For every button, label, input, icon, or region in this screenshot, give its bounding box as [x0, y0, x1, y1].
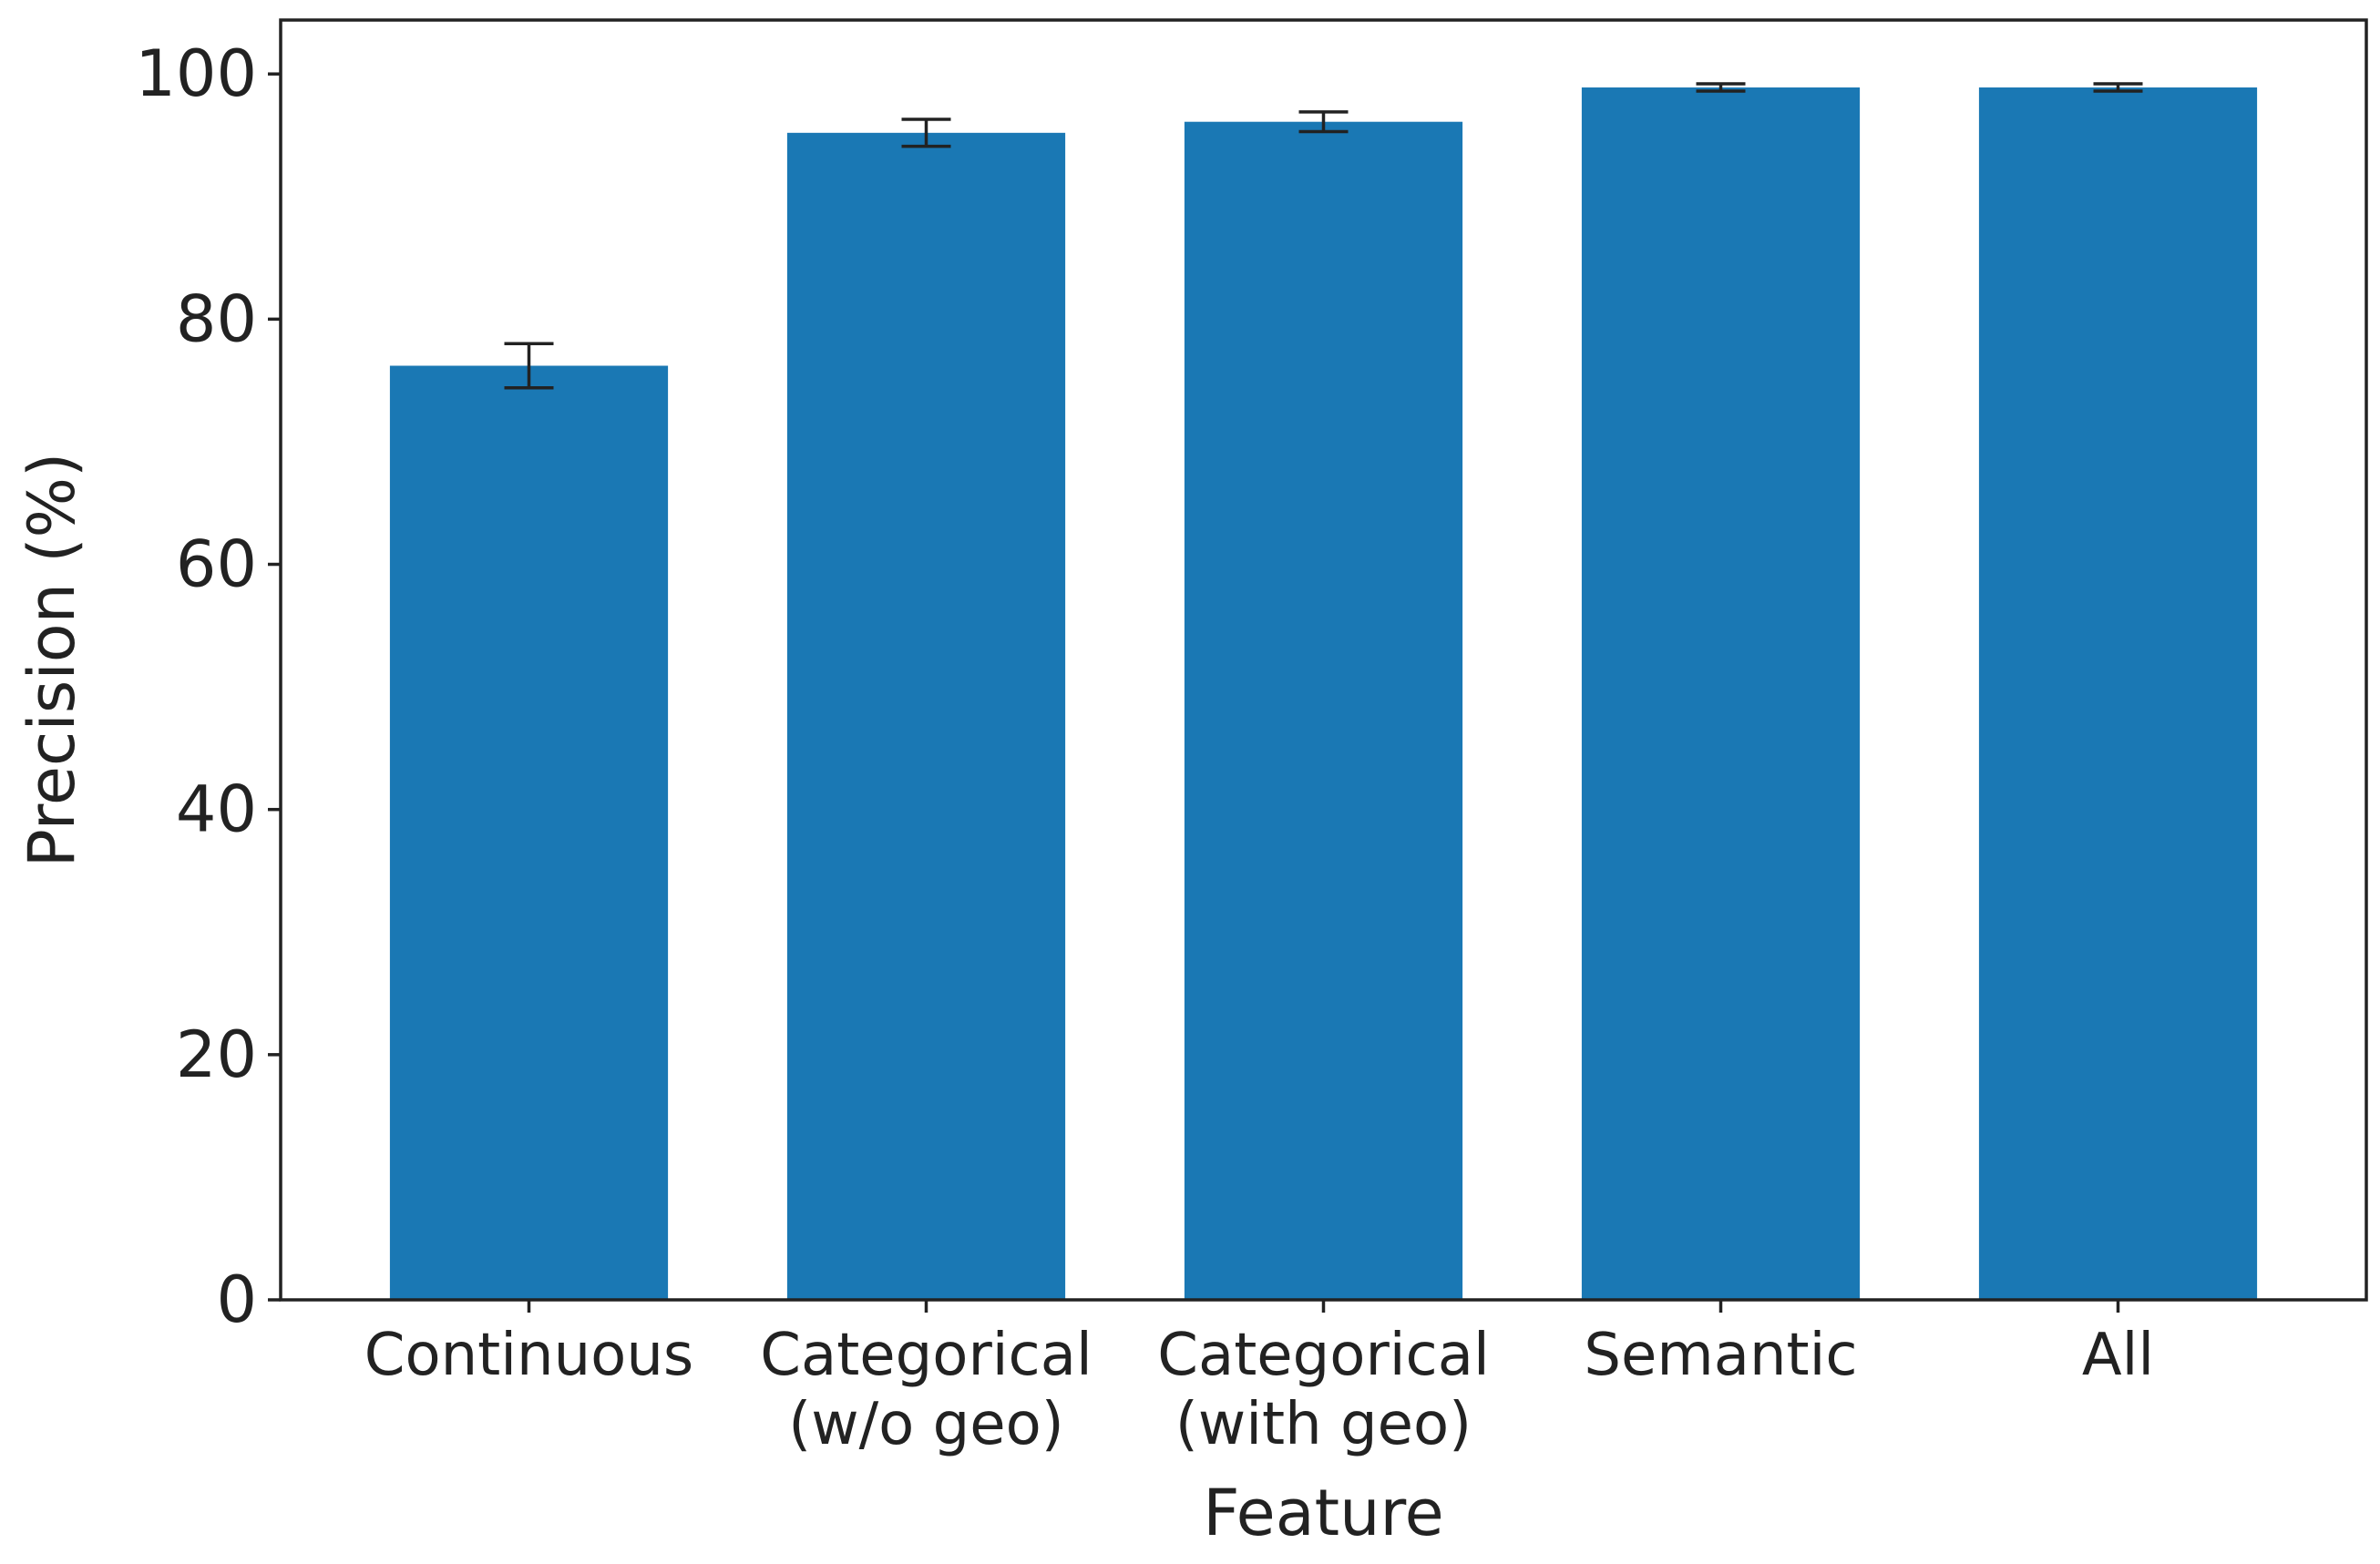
x-tick-label-line: Categorical	[760, 1322, 1092, 1389]
y-tick-label-3: 60	[176, 527, 257, 602]
bar-3	[1581, 87, 1861, 1301]
bar-0	[389, 365, 669, 1301]
x-tick-label-0: Continuous	[364, 1322, 693, 1389]
x-axis: Continuous Categorical (w/o geo)Categorica…	[364, 1300, 2154, 1458]
x-tick-label-4: All	[2082, 1322, 2154, 1389]
x-axis-label: Feature	[1203, 1476, 1444, 1550]
bars-group	[389, 87, 2258, 1301]
x-tick-label-line: Semantic	[1584, 1322, 1857, 1389]
x-tick-label-line: All	[2082, 1322, 2154, 1389]
y-tick-label-4: 80	[176, 281, 257, 356]
x-tick-label-line: Continuous	[364, 1322, 693, 1389]
y-tick-label-0: 0	[216, 1262, 257, 1337]
bar-4	[1978, 87, 2258, 1301]
x-tick-label-line: Categorical	[1157, 1322, 1489, 1389]
y-axis: 0 20 40 60 80 100	[135, 36, 281, 1337]
y-tick-label-1: 20	[176, 1017, 257, 1092]
y-axis-label: Precision (%)	[15, 453, 89, 868]
x-tick-label-1: Categorical (w/o geo)	[760, 1322, 1092, 1458]
bar-1	[786, 132, 1066, 1300]
x-tick-label-line: (w/o geo)	[788, 1391, 1064, 1458]
y-tick-label-5: 100	[135, 36, 257, 111]
x-tick-label-2: Categorical (with geo)	[1157, 1322, 1489, 1458]
error-bars-group	[504, 82, 2143, 390]
y-tick-label-2: 40	[176, 772, 257, 847]
x-tick-label-3: Semantic	[1584, 1322, 1857, 1389]
x-tick-label-line: (with geo)	[1175, 1391, 1472, 1458]
bar-2	[1184, 121, 1463, 1300]
